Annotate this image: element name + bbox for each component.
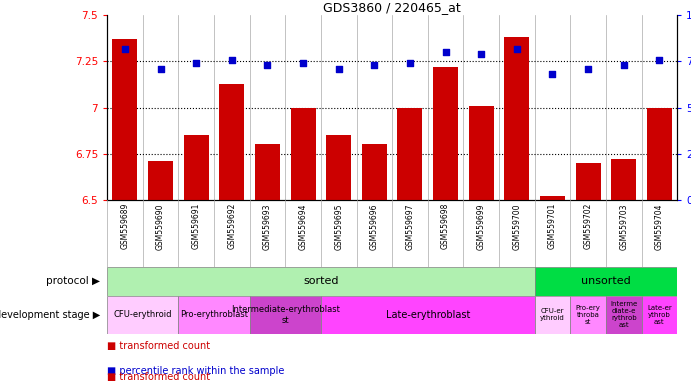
- Text: GSM559689: GSM559689: [120, 203, 129, 250]
- Bar: [178, 296, 249, 334]
- Text: GSM559704: GSM559704: [655, 203, 664, 250]
- Bar: [107, 296, 178, 334]
- Bar: [468, 106, 493, 200]
- Point: [583, 66, 594, 72]
- Text: ■ percentile rank within the sample: ■ percentile rank within the sample: [107, 366, 285, 376]
- Text: development stage ▶: development stage ▶: [0, 310, 100, 320]
- Text: GSM559693: GSM559693: [263, 203, 272, 250]
- Text: sorted: sorted: [303, 276, 339, 286]
- Bar: [641, 296, 677, 334]
- Text: GSM559700: GSM559700: [512, 203, 521, 250]
- Point: [226, 56, 237, 63]
- Text: GSM559699: GSM559699: [477, 203, 486, 250]
- Bar: [326, 135, 351, 200]
- Point: [369, 62, 380, 68]
- Text: GSM559701: GSM559701: [548, 203, 557, 250]
- Point: [475, 51, 486, 57]
- Text: GSM559690: GSM559690: [156, 203, 165, 250]
- Bar: [291, 108, 316, 200]
- Bar: [576, 163, 600, 200]
- Bar: [433, 67, 458, 200]
- Bar: [107, 267, 535, 296]
- Bar: [540, 196, 565, 200]
- Text: GSM559691: GSM559691: [191, 203, 200, 250]
- Bar: [113, 39, 138, 200]
- Text: CFU-erythroid: CFU-erythroid: [113, 310, 172, 319]
- Text: Interme
diate-e
rythrob
ast: Interme diate-e rythrob ast: [610, 301, 637, 328]
- Bar: [504, 38, 529, 200]
- Text: protocol ▶: protocol ▶: [46, 276, 100, 286]
- Bar: [255, 144, 280, 200]
- Text: ■ transformed count: ■ transformed count: [107, 372, 210, 382]
- Bar: [612, 159, 636, 200]
- Point: [618, 62, 630, 68]
- Point: [404, 60, 415, 66]
- Bar: [321, 296, 535, 334]
- Text: CFU-er
ythroid: CFU-er ythroid: [540, 308, 565, 321]
- Point: [511, 45, 522, 51]
- Text: GSM559698: GSM559698: [441, 203, 450, 250]
- Bar: [535, 267, 677, 296]
- Point: [298, 60, 309, 66]
- Text: GSM559692: GSM559692: [227, 203, 236, 250]
- Point: [191, 60, 202, 66]
- Point: [262, 62, 273, 68]
- Text: unsorted: unsorted: [581, 276, 631, 286]
- Bar: [148, 161, 173, 200]
- Text: Pro-ery
throba
st: Pro-ery throba st: [576, 305, 600, 325]
- Bar: [570, 296, 606, 334]
- Bar: [397, 108, 422, 200]
- Text: GSM559695: GSM559695: [334, 203, 343, 250]
- Point: [654, 56, 665, 63]
- Text: GSM559703: GSM559703: [619, 203, 628, 250]
- Bar: [647, 108, 672, 200]
- Point: [547, 71, 558, 78]
- Text: ■ transformed count: ■ transformed count: [107, 341, 210, 351]
- Text: Pro-erythroblast: Pro-erythroblast: [180, 310, 248, 319]
- Text: GSM559696: GSM559696: [370, 203, 379, 250]
- Point: [155, 66, 166, 72]
- Bar: [249, 296, 321, 334]
- Text: GSM559702: GSM559702: [584, 203, 593, 250]
- Point: [440, 49, 451, 55]
- Bar: [535, 296, 570, 334]
- Text: Late-er
ythrob
ast: Late-er ythrob ast: [647, 305, 672, 325]
- Point: [120, 45, 131, 51]
- Bar: [362, 144, 387, 200]
- Text: Intermediate-erythroblast
st: Intermediate-erythroblast st: [231, 305, 340, 324]
- Text: Late-erythroblast: Late-erythroblast: [386, 310, 470, 320]
- Text: GSM559694: GSM559694: [299, 203, 307, 250]
- Text: GSM559697: GSM559697: [406, 203, 415, 250]
- Point: [333, 66, 344, 72]
- Bar: [606, 296, 641, 334]
- Title: GDS3860 / 220465_at: GDS3860 / 220465_at: [323, 1, 461, 14]
- Bar: [219, 84, 245, 200]
- Bar: [184, 135, 209, 200]
